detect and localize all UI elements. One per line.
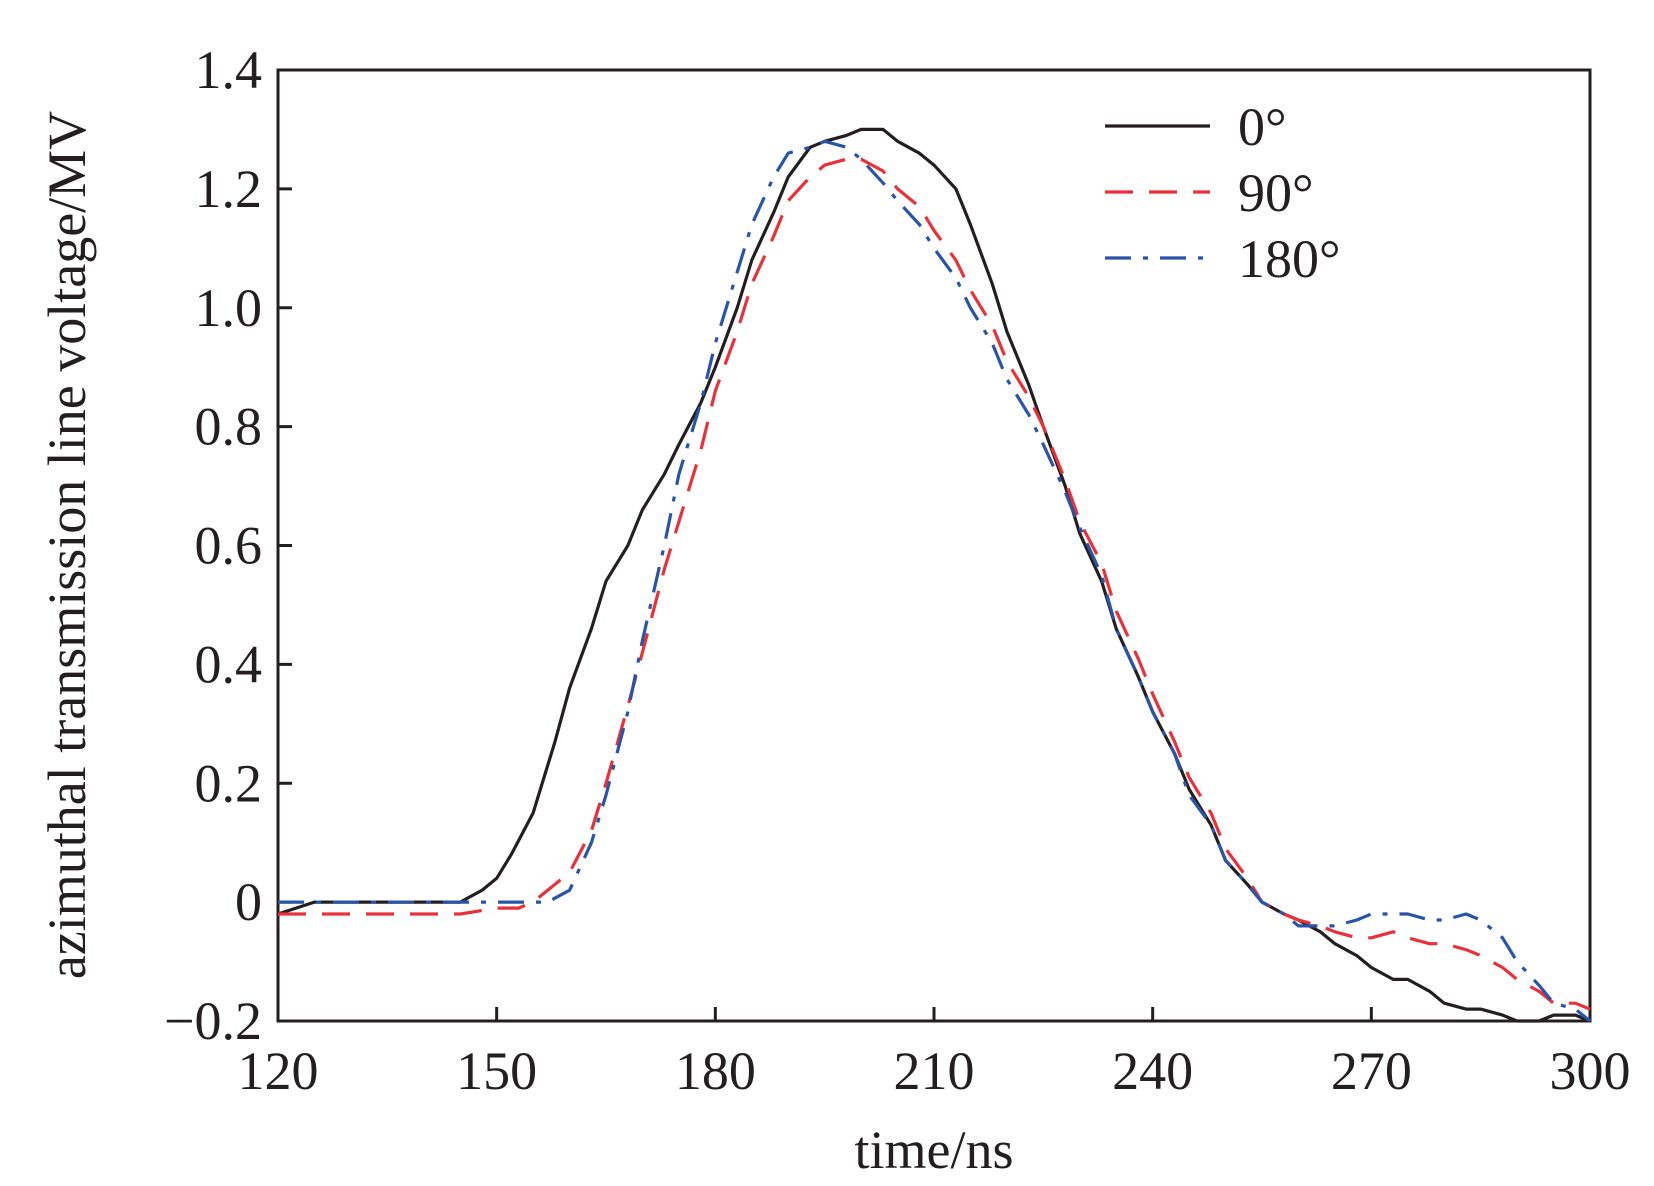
legend-label: 180°	[1238, 229, 1341, 289]
y-tick-label: 0.6	[195, 516, 263, 576]
x-tick-label: 240	[1112, 1041, 1193, 1101]
x-axis-title: time/ns	[855, 1120, 1014, 1180]
y-tick-label: 0	[235, 872, 262, 932]
y-axis: −0.2 0 0.2 0.4 0.6 0.8 1.0 1.2 1.4	[164, 40, 292, 1051]
legend: 0°90°180°	[1105, 97, 1341, 289]
y-tick-label: 0.8	[195, 397, 263, 457]
y-tick-label: 0.4	[195, 634, 263, 694]
legend-label: 0°	[1238, 97, 1287, 157]
x-tick-label: 180	[675, 1041, 756, 1101]
x-tick-label: 270	[1331, 1041, 1412, 1101]
x-tick-label: 300	[1550, 1041, 1631, 1101]
y-tick-label: 0.2	[195, 753, 263, 813]
y-tick-label: 1.2	[195, 159, 263, 219]
x-tick-label: 150	[456, 1041, 537, 1101]
series-layer	[277, 127, 1592, 1023]
y-tick-label: 1.0	[195, 278, 263, 338]
series-line	[277, 127, 1591, 1023]
series-line	[278, 139, 1592, 1023]
y-axis-title: azimuthal transmission line voltage/MV	[37, 111, 97, 979]
x-tick-label: 210	[894, 1041, 975, 1101]
series-line	[278, 157, 1591, 1011]
y-tick-label: 1.4	[195, 40, 263, 100]
plot-frame	[276, 68, 1592, 1023]
y-tick-label: −0.2	[164, 991, 262, 1051]
x-axis: 120 150 180 210 240 270 300	[238, 1007, 1631, 1101]
legend-label: 90°	[1238, 163, 1314, 223]
x-tick-label: 120	[238, 1041, 319, 1101]
